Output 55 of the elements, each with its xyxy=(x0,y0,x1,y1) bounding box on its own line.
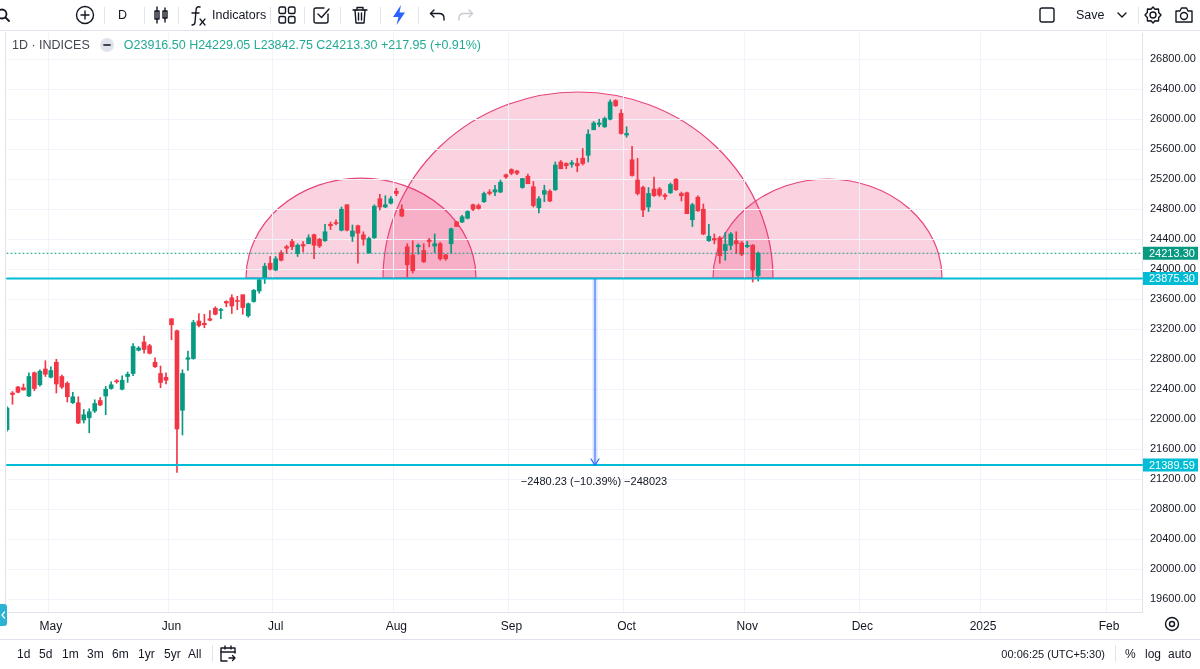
candlestick xyxy=(744,241,750,248)
chart-title: 1D · INDICES xyxy=(12,38,90,52)
y-tick-label: 24000.00 xyxy=(1150,262,1196,275)
text: D xyxy=(118,8,128,22)
y-tick-label: 26400.00 xyxy=(1150,82,1196,95)
text: 1m xyxy=(62,647,79,661)
y-tick-label: 23600.00 xyxy=(1150,292,1196,305)
x-tick-label: Feb xyxy=(1098,618,1120,633)
x-tick-label: Sep xyxy=(500,618,523,633)
x-tick-label: Jun xyxy=(161,618,182,633)
y-tick-label: 21600.00 xyxy=(1150,442,1196,455)
x-tick-label: Dec xyxy=(851,618,874,633)
x-tick-label: May xyxy=(39,618,63,633)
text: 6m xyxy=(112,647,129,661)
text: 5d xyxy=(39,647,53,661)
y-tick-label: 22800.00 xyxy=(1150,352,1196,365)
y-tick-label: 21200.00 xyxy=(1150,472,1196,485)
y-tick-label: 22400.00 xyxy=(1150,382,1196,395)
x-tick-label: Aug xyxy=(385,618,407,633)
y-tick-label: 20400.00 xyxy=(1150,532,1196,545)
text: 3m xyxy=(87,647,104,661)
y-tick-label: 23200.00 xyxy=(1150,322,1196,335)
ref-line-label: 21389.59 xyxy=(1149,458,1195,471)
y-tick-label: 22000.00 xyxy=(1150,412,1196,425)
y-tick-label: 26000.00 xyxy=(1150,112,1196,125)
text: 1yr xyxy=(138,647,155,661)
candlestick xyxy=(426,238,432,248)
y-tick-label: 25200.00 xyxy=(1150,172,1196,185)
y-tick-label: 25600.00 xyxy=(1150,142,1196,155)
x-tick-label: Oct xyxy=(617,618,637,633)
ref-line-label: 24213.30 xyxy=(1149,246,1195,259)
text: 1d xyxy=(17,647,31,661)
ref-line-label: 23875.30 xyxy=(1149,272,1195,285)
y-tick-label: 24400.00 xyxy=(1150,232,1196,245)
chart-subtitle: O23916.50 H24229.05 L23842.75 C24213.30 +217.95 (+0.91%) xyxy=(123,38,482,52)
x-tick-label: Jul xyxy=(268,618,284,633)
text: 00:06:25 (UTC+5:30) xyxy=(1001,647,1105,661)
text: 5yr xyxy=(164,647,181,661)
y-tick-label: 20800.00 xyxy=(1150,502,1196,515)
candlestick xyxy=(218,307,224,320)
x-tick-label: 2025 xyxy=(969,618,997,633)
y-tick-label: 24800.00 xyxy=(1150,202,1196,215)
candlestick xyxy=(103,385,109,416)
y-tick-label: 26800.00 xyxy=(1150,52,1196,65)
text: Save xyxy=(1076,8,1105,22)
text: % xyxy=(1125,647,1136,661)
text: Indicators xyxy=(212,8,267,22)
x-tick-label: Nov xyxy=(736,618,758,633)
text: All xyxy=(188,647,202,661)
text: auto xyxy=(1168,647,1192,661)
y-tick-label: 19600.00 xyxy=(1150,592,1196,605)
text: log xyxy=(1145,647,1162,661)
candlestick xyxy=(355,224,361,264)
annotation: −2480.23 (−10.39%) −248023 xyxy=(520,475,668,488)
y-tick-label: 20000.00 xyxy=(1150,562,1196,575)
